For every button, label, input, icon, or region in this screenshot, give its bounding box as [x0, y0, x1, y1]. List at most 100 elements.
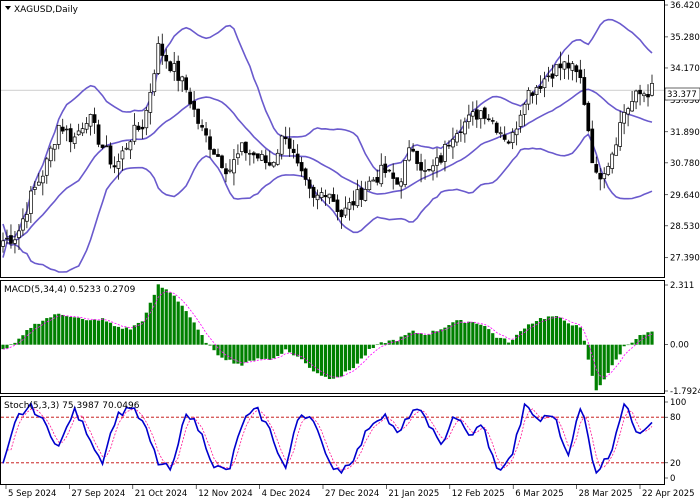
candle-body — [331, 194, 336, 202]
candle-body — [435, 157, 439, 166]
candle-body — [343, 207, 348, 216]
candle-body — [391, 172, 396, 179]
candle-body — [192, 100, 196, 110]
macd-bar — [646, 332, 650, 345]
macd-bar — [116, 326, 121, 345]
candle-body — [486, 118, 491, 121]
macd-bar — [610, 344, 614, 366]
macd-bar — [164, 289, 168, 345]
candle-body — [152, 73, 157, 93]
macd-bar — [578, 327, 582, 345]
candle-body — [367, 180, 372, 191]
current-price-label: 33.377 — [667, 90, 697, 100]
candle-body — [558, 63, 563, 69]
candle-body — [327, 193, 332, 199]
stoch-axis-label: 100 — [670, 398, 686, 408]
candle-body — [347, 202, 352, 210]
macd-bar — [268, 344, 272, 360]
candle-body — [419, 162, 423, 171]
candle-body — [228, 169, 232, 172]
candle-body — [156, 43, 161, 74]
candle-body — [323, 195, 328, 198]
candle-body — [395, 177, 400, 185]
macd-bar — [61, 314, 65, 345]
macd-bar — [515, 334, 519, 345]
macd-bar — [264, 344, 268, 359]
dropdown-arrow-icon[interactable] — [5, 6, 11, 10]
macd-bar — [292, 344, 296, 356]
candle-body — [299, 162, 304, 172]
candle-body — [650, 83, 654, 96]
macd-bar — [172, 295, 176, 345]
macd-bar — [511, 339, 515, 345]
candle-body — [116, 161, 121, 169]
macd-bar — [65, 316, 69, 345]
candle-body — [606, 166, 611, 175]
macd-bar — [260, 344, 264, 360]
candle-body — [40, 175, 45, 184]
candle-body — [92, 114, 97, 123]
macd-bar — [88, 320, 93, 345]
macd-bar — [184, 311, 188, 345]
macd-bar — [180, 305, 184, 345]
macd-bar — [634, 339, 638, 345]
candle-body — [443, 144, 447, 162]
candle-body — [359, 187, 364, 200]
macd-bar — [574, 325, 578, 345]
macd-axis-label: 2.311 — [670, 281, 694, 291]
candle-body — [25, 214, 29, 222]
date-axis-label: 4 Dec 2024 — [262, 489, 311, 499]
macd-bar — [204, 342, 208, 345]
macd-bar — [196, 329, 200, 345]
macd-bar — [355, 344, 359, 364]
candle-body — [490, 120, 495, 122]
macd-bar — [288, 344, 292, 353]
candle-body — [255, 153, 260, 159]
candle-body — [315, 194, 320, 201]
candle-body — [379, 164, 384, 185]
macd-bar — [554, 316, 559, 345]
candle-body — [240, 142, 244, 152]
macd-bar — [124, 327, 129, 345]
macd-bar — [483, 326, 487, 345]
macd-bar — [81, 318, 85, 345]
candle-body — [403, 160, 407, 185]
macd-bar — [33, 323, 37, 345]
macd-bar — [96, 320, 101, 345]
candle-body — [100, 144, 105, 148]
macd-bar — [415, 333, 419, 345]
macd-bar — [475, 323, 479, 345]
candle-body — [279, 135, 284, 155]
macd-bar — [73, 317, 77, 345]
macd-bar — [463, 322, 467, 345]
price-axis-label: 28.530 — [670, 222, 700, 232]
candle-body — [1, 240, 5, 247]
price-axis-label: 34.170 — [670, 64, 700, 74]
macd-bar — [304, 344, 308, 364]
macd-bar — [431, 330, 435, 345]
macd-bar — [495, 337, 499, 345]
candle-body — [184, 77, 189, 90]
candle-body — [638, 89, 642, 95]
candle-body — [375, 177, 380, 183]
macd-bar — [618, 344, 622, 355]
date-axis-label: 12 Nov 2024 — [198, 489, 252, 499]
candle-body — [415, 150, 419, 164]
candle-body — [56, 124, 61, 145]
candle-body — [510, 132, 515, 144]
macd-bar — [538, 318, 543, 345]
macd-bar — [467, 321, 471, 345]
macd-bar — [570, 325, 574, 345]
candle-body — [248, 153, 252, 155]
macd-bar — [519, 331, 523, 345]
macd-bar — [363, 344, 367, 356]
candle-body — [407, 147, 411, 161]
macd-bar — [526, 324, 531, 345]
candle-body — [204, 128, 208, 136]
macd-bar — [140, 321, 144, 345]
macd-axis-label: 0.00 — [670, 341, 689, 351]
macd-bar — [168, 292, 172, 345]
macd-bar — [503, 338, 507, 345]
candle-body — [60, 126, 65, 132]
candle-body — [251, 152, 256, 156]
